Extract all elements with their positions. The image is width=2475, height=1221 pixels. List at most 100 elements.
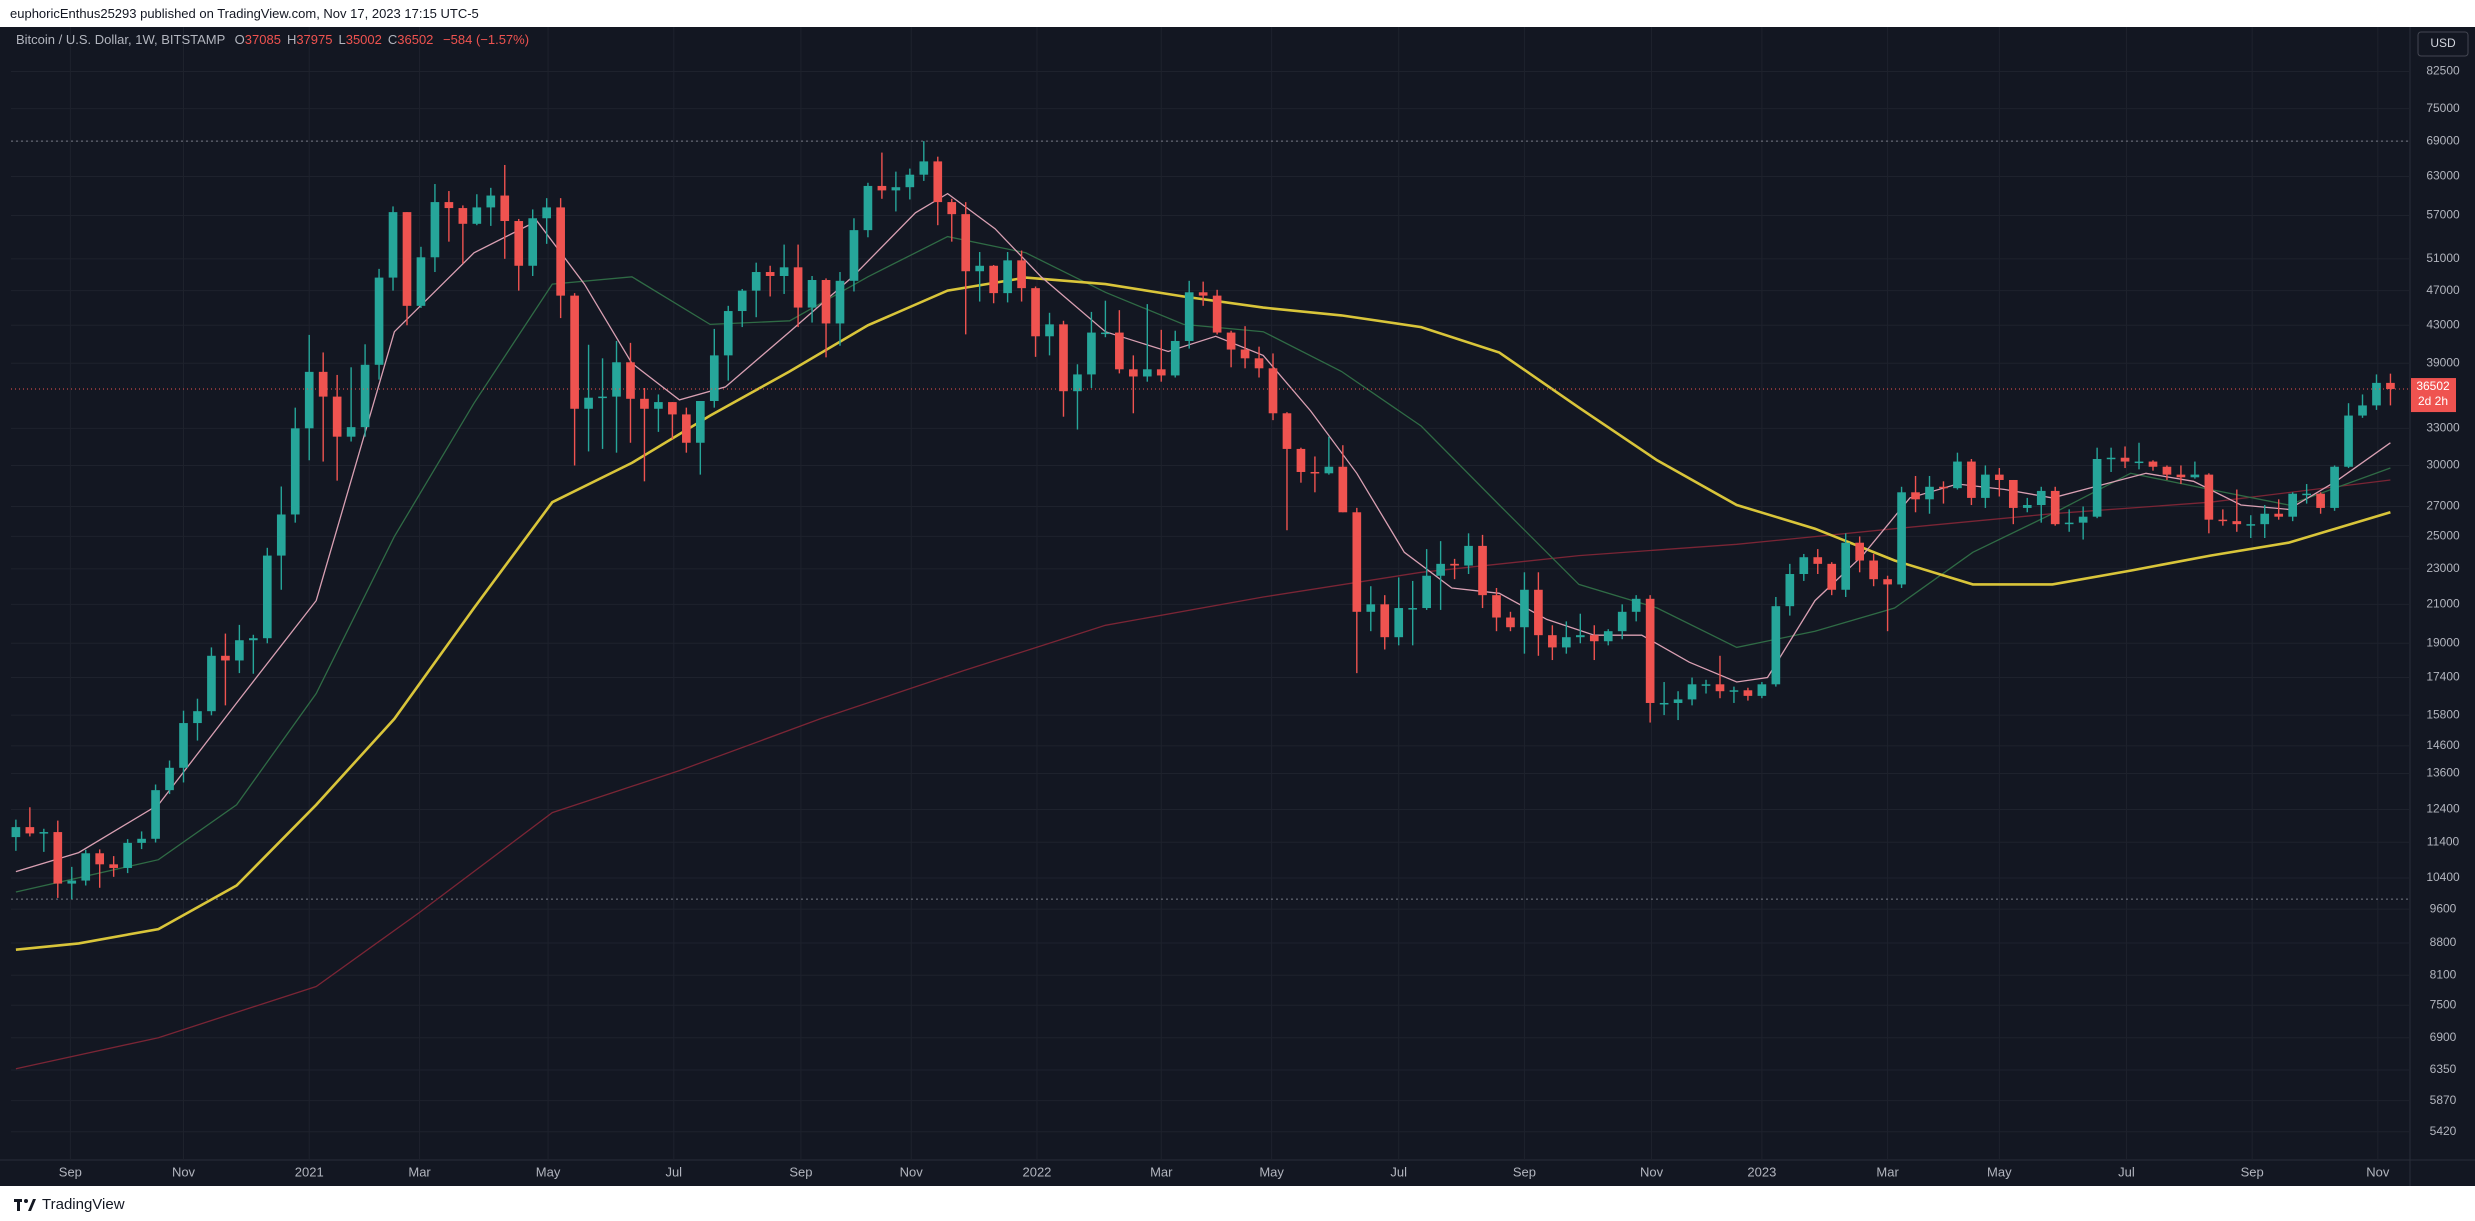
x-tick-label: May <box>1259 1164 1284 1179</box>
candle-body <box>1087 332 1096 375</box>
candle-body <box>137 838 146 843</box>
candle-body <box>2176 474 2186 478</box>
y-tick-label: 5420 <box>2430 1124 2457 1138</box>
x-tick-label: Jul <box>665 1164 682 1179</box>
candle-body <box>1771 606 1781 685</box>
y-tick-label: 43000 <box>2426 317 2460 331</box>
y-tick-label: 51000 <box>2426 251 2460 265</box>
y-tick-label: 12400 <box>2426 802 2460 816</box>
candle-body <box>556 207 565 296</box>
candle-body <box>1911 492 1920 500</box>
candle-body <box>891 187 901 191</box>
candle-body <box>1575 635 1585 638</box>
y-tick-label: 69000 <box>2426 133 2460 147</box>
x-tick-label: 2022 <box>1022 1164 1051 1179</box>
countdown: 2d 2h <box>2418 394 2448 408</box>
ohlc-value: 35002 <box>345 32 382 47</box>
candle-body <box>668 402 677 415</box>
candle-body <box>1855 542 1864 561</box>
candle-body <box>1394 608 1404 638</box>
candle-body <box>95 853 105 865</box>
candle-body <box>500 195 510 222</box>
candle-body <box>235 640 244 661</box>
candle-body <box>821 280 831 324</box>
y-tick-label: 14600 <box>2426 738 2460 752</box>
candle-body <box>1198 292 1208 296</box>
candle-body <box>276 514 286 556</box>
candle-body <box>933 161 943 203</box>
candle-body <box>1869 560 1878 580</box>
logo <box>14 1198 36 1211</box>
candle-body <box>1534 589 1543 636</box>
candle-body <box>486 195 496 208</box>
candle-body <box>374 277 384 365</box>
candle-body <box>989 265 998 294</box>
y-tick-label: 21000 <box>2426 596 2460 610</box>
candle-body <box>598 396 607 399</box>
candle-body <box>1548 635 1557 648</box>
y-tick-label: 10400 <box>2426 870 2460 884</box>
candle-body <box>1883 579 1892 585</box>
ohlc-value: 37085 <box>244 32 281 47</box>
candle-body <box>472 207 482 224</box>
candle-body <box>1031 288 1040 337</box>
x-tick-label: Sep <box>1513 1164 1536 1179</box>
candle-body <box>2330 466 2339 508</box>
candle-body <box>765 272 775 276</box>
candle-body <box>1017 260 1026 289</box>
candle-body <box>290 428 300 515</box>
candle-body <box>570 295 579 409</box>
plot <box>11 141 2410 1070</box>
candle-body <box>1603 631 1613 642</box>
candle-body <box>2218 519 2228 522</box>
candle-body <box>919 161 929 175</box>
candle-body <box>793 267 803 308</box>
y-tick-label: 25000 <box>2426 529 2460 543</box>
candle-body <box>346 427 356 437</box>
y-tick-label: 82500 <box>2426 64 2460 78</box>
candle-body <box>626 362 635 399</box>
candle-body <box>1296 448 1306 472</box>
moving-average <box>15 235 2391 893</box>
y-tick-label: 8100 <box>2430 967 2457 981</box>
candle-body <box>53 832 63 884</box>
candle-body <box>388 212 398 278</box>
candle-body <box>1422 575 1431 609</box>
publisher: euphoricEnthus25293 published on Trading… <box>10 6 479 21</box>
candle-body <box>1464 545 1473 566</box>
candle-body <box>2372 382 2381 406</box>
candle-body <box>332 396 342 437</box>
x-tick-label: Jul <box>1390 1164 1407 1179</box>
candle-body <box>1408 608 1418 610</box>
candle-body <box>1827 563 1837 590</box>
candle-body <box>25 827 35 834</box>
candle-body <box>1436 563 1445 576</box>
candle-body <box>1366 604 1376 612</box>
candle-body <box>151 790 160 839</box>
candle-body <box>1813 557 1823 564</box>
candle-body <box>1450 563 1459 566</box>
candle-body <box>612 362 621 397</box>
chart-panel <box>0 27 2475 1186</box>
currency: USD <box>2430 36 2456 50</box>
candle-body <box>975 265 985 272</box>
candle-body <box>1212 295 1222 333</box>
y-tick-label: 75000 <box>2426 101 2460 115</box>
candle-body <box>2260 513 2270 525</box>
candle-body <box>849 230 859 281</box>
candle-body <box>1673 699 1683 703</box>
candle-body <box>961 214 971 272</box>
candle-body <box>11 827 21 838</box>
symbol: Bitcoin / U.S. Dollar, 1W, BITSTAMP <box>16 32 226 47</box>
ohlc-values: O37085 H37975 L35002 C36502 <box>235 32 440 47</box>
candle-body <box>81 853 91 881</box>
candle-body <box>1939 486 1948 489</box>
y-tick-label: 8800 <box>2430 935 2457 949</box>
candle-body <box>207 655 216 712</box>
y-tick-label: 6350 <box>2430 1062 2457 1076</box>
x-tick-label: Nov <box>172 1164 196 1179</box>
candle-body <box>2092 459 2102 517</box>
candle-body <box>1156 369 1166 376</box>
candle-body <box>1631 598 1641 612</box>
candle-body <box>947 202 957 215</box>
